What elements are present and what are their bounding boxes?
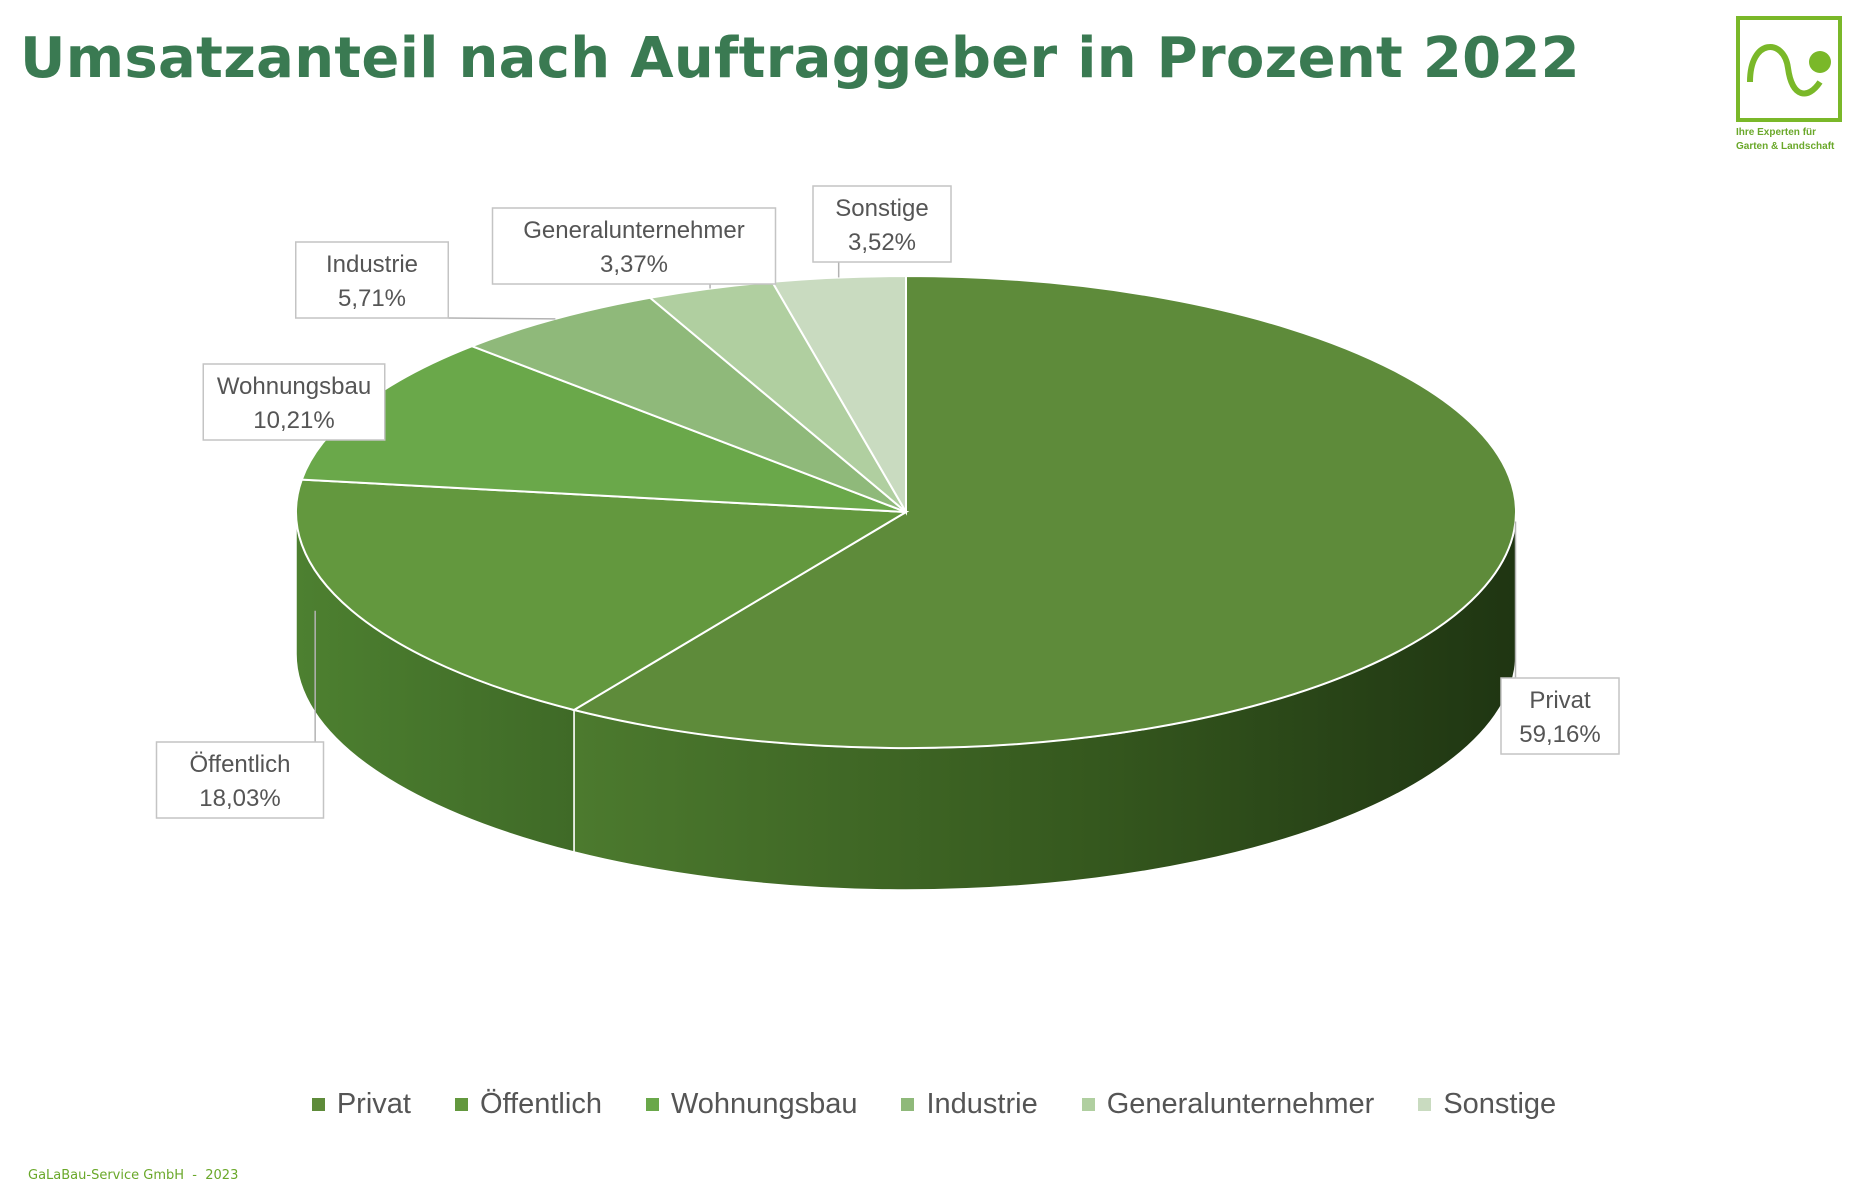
legend-item: Industrie — [901, 1088, 1038, 1121]
data-label-name: Generalunternehmer — [523, 217, 744, 244]
footer: GaLaBau-Service GmbH - 2023 — [28, 1168, 238, 1183]
legend-label: Wohnungsbau — [670, 1088, 858, 1120]
logo-tagline: Ihre Experten für Garten & Landschaft — [1736, 126, 1846, 154]
company-logo: Ihre Experten für Garten & Landschaft — [1736, 16, 1846, 156]
data-label-value: 5,71% — [338, 285, 406, 312]
legend-swatch — [1081, 1098, 1095, 1111]
pie-slice-industrie — [469, 296, 907, 513]
data-label-box-öffentlich — [155, 741, 325, 819]
footer-separator: - — [192, 1168, 197, 1183]
legend-label: Privat — [336, 1088, 411, 1120]
legend-item: Sonstige — [1418, 1088, 1556, 1121]
legend-item: Generalunternehmer — [1081, 1088, 1375, 1121]
data-label-box-wohnungsbau — [202, 363, 386, 441]
chart-legend: Privat Öffentlich Wohnungsbau Industrie Gene… — [0, 1088, 1868, 1121]
data-labels: Privat 59,16% Öffentlich 18,03% Wohnungsbau 1… — [155, 185, 1620, 819]
legend-swatch — [311, 1098, 325, 1111]
data-label-box-privat — [1500, 677, 1620, 755]
data-label-value: 59,16% — [1519, 721, 1600, 748]
data-label-name: Sonstige — [835, 195, 928, 222]
data-label-name: Industrie — [326, 251, 418, 278]
legend-item: Öffentlich — [454, 1088, 602, 1121]
logo-swirl-icon — [1747, 44, 1831, 97]
legend-label: Öffentlich — [479, 1088, 602, 1120]
data-label-name: Privat — [1529, 687, 1591, 714]
logo-tagline-line2: Garten & Landschaft — [1736, 141, 1835, 152]
leader-line-industrie — [448, 317, 556, 320]
data-label-box-generalunternehmer — [491, 207, 777, 285]
data-label-box-sonstige — [812, 185, 952, 263]
legend-label: Sonstige — [1443, 1088, 1557, 1120]
data-label-value: 10,21% — [253, 407, 334, 434]
legend-swatch — [1418, 1098, 1432, 1111]
pie-slice-öffentlich — [295, 478, 910, 712]
label-leaders — [314, 262, 1517, 742]
legend-swatch — [901, 1098, 915, 1111]
data-label-value: 18,03% — [199, 785, 280, 812]
footer-company: GaLaBau-Service GmbH — [28, 1168, 185, 1183]
logo-mark — [1736, 16, 1842, 122]
logo-tagline-line1: Ihre Experten für — [1736, 127, 1817, 138]
legend-label: Industrie — [926, 1088, 1038, 1120]
legend-swatch — [645, 1098, 659, 1111]
pie-slices — [295, 274, 1517, 749]
footer-year: 2023 — [205, 1168, 239, 1183]
page-title: Umsatzanteil nach Auftraggeber in Prozen… — [20, 26, 1580, 91]
legend-label: Generalunternehmer — [1106, 1088, 1375, 1120]
pie-slice-privat — [571, 274, 1517, 749]
legend-item: Wohnungsbau — [645, 1088, 858, 1121]
data-label-box-industrie — [295, 241, 449, 319]
legend-item: Privat — [311, 1088, 411, 1121]
data-label-value: 3,52% — [848, 229, 916, 256]
data-label-name: Öffentlich — [190, 751, 291, 778]
data-label-value: 3,37% — [600, 251, 668, 278]
legend-swatch — [454, 1098, 468, 1111]
data-label-name: Wohnungsbau — [217, 373, 371, 400]
